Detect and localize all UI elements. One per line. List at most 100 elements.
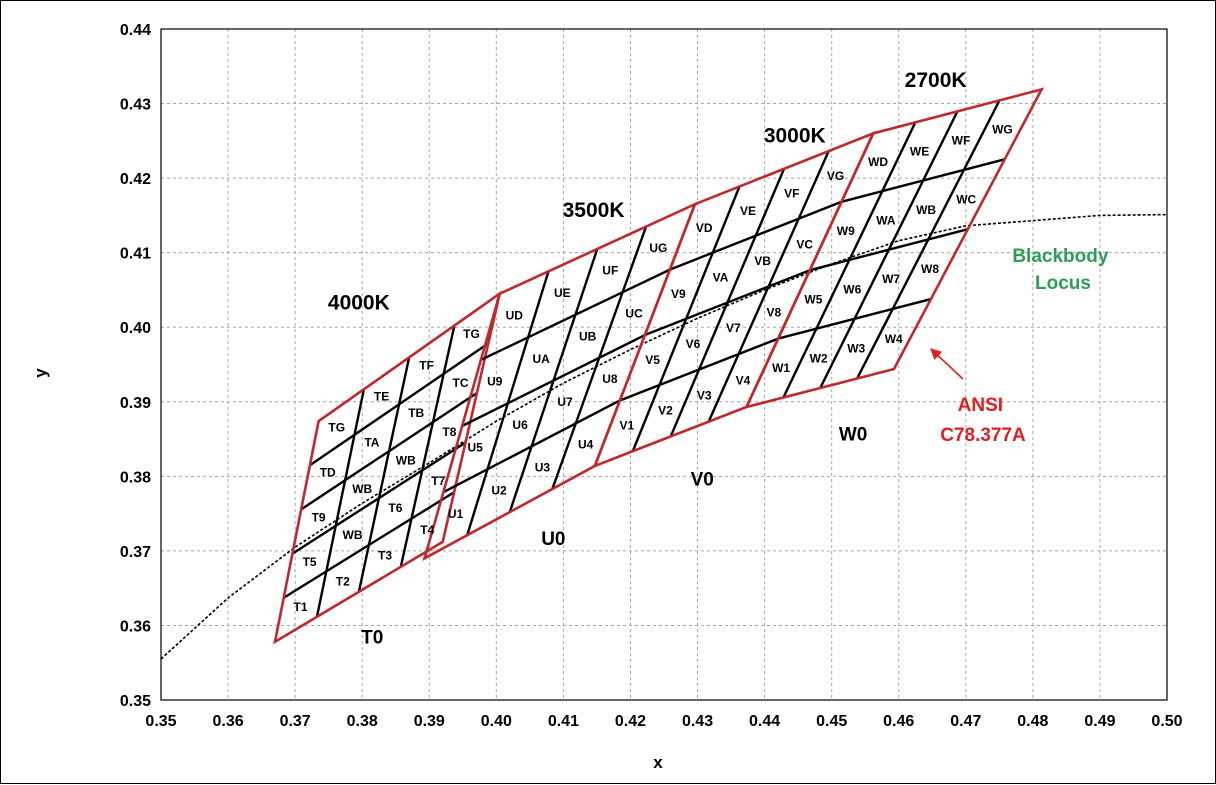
bin-labels: T1 T2 T3 T4 T5 WB T6 T7 T9 WB WB T8 TD TA TB TC TG TE TF TG…: [293, 123, 1012, 614]
bin-label: U5: [468, 441, 484, 455]
bin-divider-line: [399, 325, 456, 568]
bin-label: T5: [303, 555, 317, 569]
bin-label: WB: [916, 203, 936, 217]
blackbody-locus-line: [160, 213, 1168, 660]
bin-label: W8: [921, 262, 939, 276]
y-tick-label: 0.43: [120, 97, 151, 114]
axis-ticks: 0.35 0.36 0.37 0.38 0.39 0.40 0.41 0.42 0.43 0.44…: [120, 22, 1183, 730]
bin-label: V3: [697, 388, 712, 402]
bin-label: U3: [535, 461, 551, 475]
bin-label: V4: [736, 373, 751, 387]
bin-label: V9: [671, 287, 686, 301]
bin-label: TE: [374, 390, 389, 404]
bin-label: W7: [882, 272, 900, 286]
grid: [160, 28, 1168, 701]
x-tick-label: 0.42: [615, 713, 646, 730]
quadrangle-outline: [744, 87, 1045, 409]
bin-label: TD: [320, 466, 336, 480]
bin-label: TG: [463, 327, 480, 341]
bin-label: W6: [843, 282, 861, 296]
cct-label: 3000K: [764, 124, 826, 147]
region-label: U0: [541, 529, 565, 550]
bin-label: U6: [512, 418, 528, 432]
bin-label: U7: [557, 395, 573, 409]
region-label: W0: [839, 425, 868, 446]
x-tick-label: 0.46: [883, 713, 914, 730]
bin-label: VF: [784, 187, 799, 201]
bin-label: UC: [625, 307, 643, 321]
bin-label: VB: [754, 254, 771, 268]
bin-label: TF: [419, 358, 434, 372]
bin-label: V5: [645, 353, 660, 367]
bin-label: TG: [328, 421, 345, 435]
bin-label: V1: [619, 419, 634, 433]
bin-label: W3: [847, 342, 865, 356]
bin-label: T9: [312, 510, 326, 524]
bin-divider-line: [442, 399, 621, 494]
bin-label: T4: [420, 523, 434, 537]
bin-divider-line: [841, 158, 1006, 203]
bin-label: T6: [388, 501, 402, 515]
bin-divider-line: [283, 491, 455, 599]
bin-label: W5: [804, 292, 822, 306]
bin-label: VC: [796, 237, 813, 251]
y-tick-label: 0.44: [120, 22, 151, 39]
bin-label: TB: [408, 406, 424, 420]
bin-label: UD: [506, 309, 524, 323]
bin-label: WG: [992, 123, 1013, 137]
y-tick-label: 0.37: [120, 544, 151, 561]
bin-divider-line: [315, 389, 366, 618]
bin-label: U4: [578, 438, 594, 452]
blackbody-locus-label: Blackbody Locus: [1012, 246, 1113, 294]
x-tick-label: 0.40: [481, 713, 512, 730]
y-tick-label: 0.38: [120, 469, 151, 486]
cct-label: 2700K: [905, 69, 967, 92]
bin-label: WB: [343, 528, 363, 542]
bin-label: T2: [336, 574, 350, 588]
y-tick-label: 0.39: [120, 395, 151, 412]
bin-label: V6: [686, 337, 701, 351]
bin-label: WC: [956, 193, 976, 207]
y-tick-label: 0.40: [120, 320, 151, 337]
x-tick-label: 0.39: [414, 713, 445, 730]
ansi-arrow: [930, 348, 964, 380]
bin-label: WE: [910, 144, 929, 158]
bin-label: U2: [491, 484, 507, 498]
y-tick-label: 0.36: [120, 618, 151, 635]
x-tick-label: 0.45: [816, 713, 847, 730]
bin-divider-line: [644, 269, 811, 337]
bin-label: W9: [837, 224, 855, 238]
bin-label: TC: [453, 376, 469, 390]
bin-divider-line: [777, 297, 932, 340]
bin-label: TA: [364, 436, 379, 450]
chart-labels: 4000K 3500K 3000K 2700K T0 U0 V0 W0: [328, 69, 967, 648]
y-tick-label: 0.41: [120, 246, 151, 263]
bin-label: W1: [772, 361, 790, 375]
bin-divider-line: [300, 391, 478, 511]
bin-label: UE: [554, 286, 571, 300]
bin-divider-line: [809, 228, 969, 272]
y-tick-label: 0.35: [120, 693, 151, 710]
x-axis-title: x: [653, 753, 663, 772]
x-tick-label: 0.38: [347, 713, 378, 730]
region-label: T0: [361, 627, 383, 648]
bin-label: WF: [952, 134, 971, 148]
x-tick-label: 0.47: [950, 713, 981, 730]
bin-label: T7: [431, 474, 445, 488]
bin-label: UF: [602, 264, 618, 278]
bin-label: U1: [448, 507, 464, 521]
quadrangle-outline: [273, 290, 502, 645]
ansi-label: ANSI C78.377A: [940, 395, 1026, 446]
x-tick-label: 0.48: [1017, 713, 1048, 730]
bin-label: VA: [713, 271, 729, 285]
bin-label: UG: [649, 241, 667, 255]
x-tick-label: 0.37: [280, 713, 311, 730]
bin-divider-line: [619, 337, 779, 402]
x-tick-label: 0.44: [749, 713, 780, 730]
bin-label: UA: [533, 352, 551, 366]
cct-label: 3500K: [563, 199, 625, 222]
x-tick-label: 0.36: [212, 713, 243, 730]
bin-label: T1: [293, 600, 307, 614]
